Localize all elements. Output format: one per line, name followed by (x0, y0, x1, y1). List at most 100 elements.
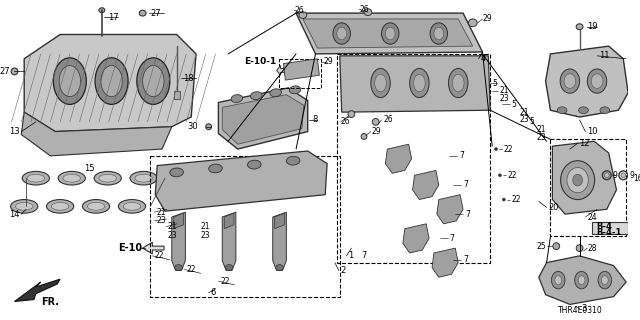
Ellipse shape (333, 23, 351, 44)
Ellipse shape (299, 12, 307, 19)
Ellipse shape (83, 200, 109, 213)
Polygon shape (222, 212, 236, 270)
Ellipse shape (374, 74, 387, 92)
Polygon shape (413, 171, 439, 200)
Ellipse shape (449, 68, 468, 98)
Text: 26: 26 (359, 5, 369, 14)
Text: 16: 16 (633, 174, 640, 183)
Ellipse shape (502, 198, 506, 201)
Text: 23: 23 (201, 231, 211, 240)
Ellipse shape (63, 174, 81, 182)
Ellipse shape (552, 271, 565, 289)
Text: 26: 26 (340, 117, 350, 126)
Text: 14: 14 (9, 210, 19, 219)
Text: 5: 5 (529, 117, 534, 126)
Text: 22: 22 (504, 145, 513, 154)
Ellipse shape (371, 68, 390, 98)
Text: 7: 7 (463, 180, 468, 189)
Polygon shape (296, 13, 483, 54)
Polygon shape (303, 19, 473, 48)
Ellipse shape (22, 172, 49, 185)
Text: 27: 27 (150, 9, 161, 18)
Ellipse shape (495, 148, 497, 150)
Polygon shape (275, 213, 284, 229)
Ellipse shape (231, 95, 243, 102)
Ellipse shape (250, 92, 262, 100)
Text: 21: 21 (168, 222, 177, 231)
Ellipse shape (410, 68, 429, 98)
Text: FR.: FR. (41, 298, 59, 308)
Text: 28: 28 (588, 244, 597, 252)
Ellipse shape (600, 107, 610, 114)
Text: 30: 30 (188, 122, 198, 131)
Polygon shape (437, 195, 463, 224)
Ellipse shape (413, 74, 425, 92)
Text: B-4: B-4 (596, 222, 612, 231)
Ellipse shape (385, 27, 395, 40)
Ellipse shape (99, 8, 105, 12)
Ellipse shape (143, 66, 164, 97)
Polygon shape (545, 46, 628, 117)
Text: THR4E0310: THR4E0310 (558, 306, 603, 315)
Text: 10: 10 (588, 127, 598, 136)
Ellipse shape (99, 174, 116, 182)
Polygon shape (432, 248, 458, 277)
Ellipse shape (58, 172, 85, 185)
Bar (550, 139, 626, 236)
Ellipse shape (578, 276, 585, 284)
Ellipse shape (11, 68, 18, 75)
Ellipse shape (15, 203, 33, 210)
Ellipse shape (499, 174, 501, 177)
Ellipse shape (51, 203, 69, 210)
Ellipse shape (135, 174, 152, 182)
Text: 7: 7 (449, 234, 454, 243)
Polygon shape (273, 212, 286, 270)
Text: 23: 23 (537, 133, 547, 142)
Bar (278, 59, 321, 88)
Ellipse shape (47, 200, 74, 213)
Polygon shape (156, 151, 327, 211)
Text: E-10: E-10 (118, 243, 143, 253)
Text: 29: 29 (483, 14, 492, 23)
Ellipse shape (468, 19, 477, 27)
Ellipse shape (276, 265, 284, 270)
Text: 21: 21 (500, 86, 509, 95)
Ellipse shape (604, 173, 609, 178)
Ellipse shape (567, 167, 588, 193)
Text: 27: 27 (0, 67, 10, 76)
Ellipse shape (575, 271, 588, 289)
Ellipse shape (130, 172, 157, 185)
Text: 7: 7 (459, 151, 464, 160)
Text: 23: 23 (156, 216, 166, 225)
Text: 22: 22 (220, 276, 230, 286)
Ellipse shape (598, 271, 612, 289)
Ellipse shape (27, 174, 45, 182)
Text: 23: 23 (500, 94, 509, 103)
Polygon shape (276, 66, 290, 75)
Text: 7: 7 (465, 210, 470, 219)
Text: 23: 23 (168, 231, 177, 240)
Ellipse shape (225, 265, 233, 270)
Ellipse shape (137, 58, 170, 104)
Polygon shape (218, 88, 308, 149)
Ellipse shape (564, 74, 576, 88)
Polygon shape (592, 222, 628, 234)
Ellipse shape (140, 10, 146, 16)
Text: 11: 11 (599, 51, 609, 60)
Ellipse shape (381, 23, 399, 44)
Ellipse shape (555, 276, 562, 284)
Text: 9: 9 (629, 171, 634, 180)
Polygon shape (143, 242, 164, 254)
Text: 12: 12 (580, 139, 590, 148)
Ellipse shape (337, 27, 346, 40)
Ellipse shape (101, 66, 122, 97)
Ellipse shape (53, 58, 86, 104)
Polygon shape (172, 212, 186, 270)
Text: 13: 13 (9, 127, 19, 136)
Text: 22: 22 (186, 265, 196, 274)
Ellipse shape (576, 245, 583, 252)
Ellipse shape (452, 74, 464, 92)
Text: B-4-1: B-4-1 (596, 228, 621, 237)
Polygon shape (173, 213, 184, 229)
Text: 25: 25 (537, 242, 547, 251)
